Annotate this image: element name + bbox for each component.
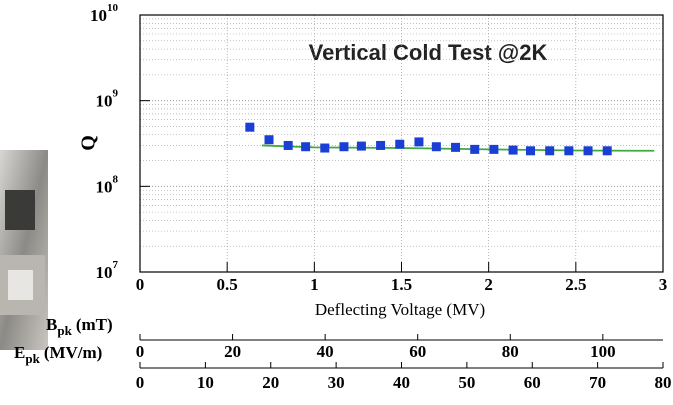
y-tick-exponent: 7 xyxy=(113,259,119,271)
data-point xyxy=(245,122,255,132)
secondary-tick-label: 80 xyxy=(502,342,519,361)
data-point xyxy=(526,146,536,156)
y-tick-exponent: 8 xyxy=(113,173,119,185)
data-point xyxy=(264,135,274,145)
data-point xyxy=(602,146,612,156)
data-point xyxy=(545,146,555,156)
data-point xyxy=(356,141,366,151)
data-point xyxy=(320,143,330,153)
y-tick-label: 107 xyxy=(96,259,119,282)
data-point xyxy=(339,142,349,152)
secondary-tick-label: 80 xyxy=(655,373,672,392)
chart-title: Vertical Cold Test @2K xyxy=(309,40,548,65)
y-axis-label: Q xyxy=(78,135,100,151)
label-main: B xyxy=(46,315,57,334)
y-tick-base: 10 xyxy=(96,92,113,111)
data-point xyxy=(431,142,441,152)
x-tick-label: 2.5 xyxy=(565,275,586,294)
data-point xyxy=(564,146,574,156)
x-tick-label: 0 xyxy=(136,275,145,294)
secondary-tick-label: 40 xyxy=(317,342,334,361)
data-point xyxy=(395,139,405,149)
secondary-tick-label: 70 xyxy=(589,373,606,392)
data-point xyxy=(470,144,480,154)
x-axis-label: Deflecting Voltage (MV) xyxy=(315,300,485,319)
y-tick-base: 10 xyxy=(90,6,107,25)
secondary-tick-label: 60 xyxy=(409,342,426,361)
x-tick-label: 0.5 xyxy=(217,275,238,294)
data-point xyxy=(583,146,593,156)
data-point xyxy=(376,140,386,150)
data-point xyxy=(508,145,518,155)
label-sub: pk xyxy=(57,323,72,338)
label-unit: (mT) xyxy=(76,315,113,334)
x-tick-label: 1.5 xyxy=(391,275,412,294)
secondary-tick-label: 30 xyxy=(328,373,345,392)
secondary-tick-label: 40 xyxy=(393,373,410,392)
x-tick-label: 1 xyxy=(310,275,319,294)
y-tick-base: 10 xyxy=(96,263,113,282)
data-point xyxy=(283,140,293,150)
y-tick-label: 108 xyxy=(96,173,119,196)
secondary-tick-label: 60 xyxy=(524,373,541,392)
secondary-tick-label: 100 xyxy=(590,342,616,361)
secondary-tick-label: 20 xyxy=(262,373,279,392)
label-sub: pk xyxy=(25,351,40,366)
data-point xyxy=(451,142,461,152)
photo xyxy=(0,0,52,358)
data-point xyxy=(489,144,499,154)
secondary-tick-label: 0 xyxy=(136,373,145,392)
secondary-axis-label: Epk (MV/m) xyxy=(14,343,102,366)
y-tick-exponent: 9 xyxy=(113,87,119,99)
secondary-tick-label: 20 xyxy=(224,342,241,361)
secondary-tick-label: 50 xyxy=(458,373,475,392)
data-point xyxy=(301,142,311,152)
x-tick-label: 2 xyxy=(484,275,493,294)
data-point xyxy=(414,137,424,147)
secondary-tick-label: 10 xyxy=(197,373,214,392)
label-main: E xyxy=(14,343,25,362)
secondary-axis-label: Bpk (mT) xyxy=(46,315,113,338)
y-tick-base: 10 xyxy=(96,177,113,196)
x-tick-label: 3 xyxy=(659,275,668,294)
label-unit: (MV/m) xyxy=(44,343,103,362)
y-tick-label: 109 xyxy=(96,87,119,110)
secondary-tick-label: 0 xyxy=(136,342,145,361)
y-tick-label: 1010 xyxy=(90,2,119,25)
y-tick-exponent: 10 xyxy=(107,2,119,14)
